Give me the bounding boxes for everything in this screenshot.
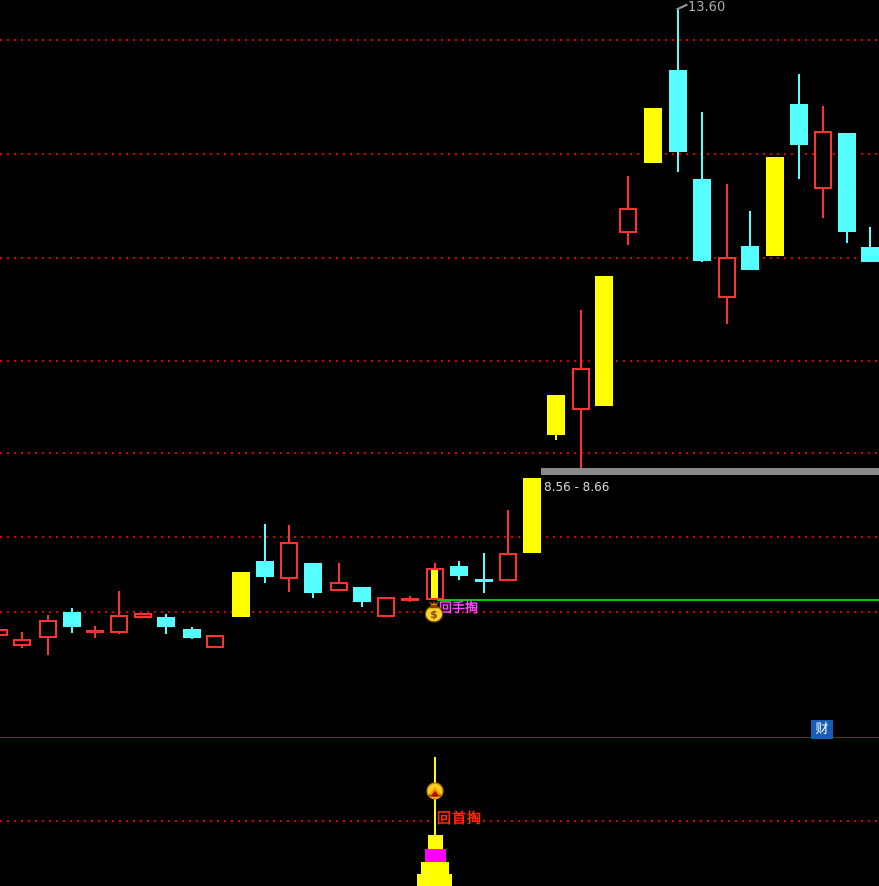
candle [838,133,856,232]
gridline [0,452,879,454]
candle [669,70,687,152]
price-chart-panel[interactable] [0,0,879,737]
indicator-signal-label: 回首掏 [437,811,482,827]
range-bar [541,468,879,475]
candle [110,615,128,633]
candle [232,572,250,617]
candle-wick [264,524,266,583]
gridline [0,153,879,155]
tower-block [428,835,443,849]
candle-wick [869,227,871,262]
buy-signal-label: 回手掏 [439,601,479,616]
tower-block [425,849,446,862]
candle [183,629,201,638]
candle [39,620,57,638]
candle-wick [118,591,120,634]
candle [330,582,348,591]
candle [13,639,31,646]
tower-block [417,874,452,886]
candle [304,563,322,593]
gridline [0,257,879,259]
signal-coin-icon [426,782,444,800]
candle [766,157,784,256]
tower-block [421,862,449,874]
candle [377,597,395,617]
candle [86,630,104,633]
candle [206,635,224,648]
candle [790,104,808,145]
gridline [0,536,879,538]
svg-text:$: $ [430,608,438,621]
gridline [0,820,879,822]
candle [426,568,444,600]
candle-wick [507,510,509,581]
candle [644,108,662,163]
candle-wick [749,211,751,270]
high-price-label: 13.60 [688,0,726,15]
candle-signal-fill [431,570,438,598]
gridline [0,39,879,41]
candle [693,179,711,261]
panel-separator [0,737,879,738]
candle [401,598,419,601]
candle-wick [338,563,340,591]
price-range-label: 8.56 - 8.66 [544,480,610,494]
candle [572,368,590,410]
support-line [437,599,879,601]
candle [0,629,8,636]
candle [718,257,736,298]
candle [157,617,175,627]
candle [256,561,274,577]
gridline [0,360,879,362]
candle [595,276,613,406]
candle [134,613,152,618]
candle [741,246,759,270]
candle-wick [483,553,485,593]
candle [814,131,832,189]
candle [861,247,879,262]
candle [523,478,541,553]
candle-wick [726,184,728,324]
candle [450,566,468,576]
candle [619,208,637,233]
money-bag-icon: $ [424,600,444,623]
candle [547,395,565,435]
candle [280,542,298,579]
candle [499,553,517,581]
candle [63,612,81,627]
candle [475,579,493,582]
candle [353,587,371,602]
brand-watermark: 财 [811,720,833,739]
